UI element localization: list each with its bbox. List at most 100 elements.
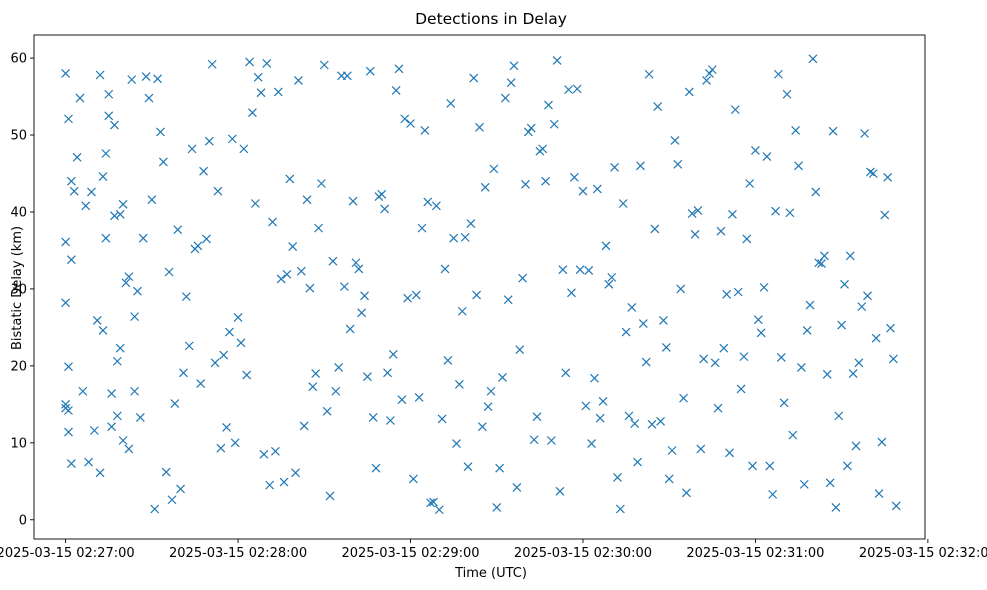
data-point bbox=[288, 242, 298, 252]
data-point bbox=[92, 316, 102, 325]
data-point bbox=[753, 315, 763, 325]
data-point bbox=[523, 127, 533, 137]
data-point bbox=[693, 206, 703, 215]
data-point bbox=[888, 354, 898, 364]
data-point bbox=[880, 210, 890, 220]
data-point bbox=[670, 135, 680, 145]
data-point bbox=[730, 105, 740, 115]
data-point bbox=[242, 370, 252, 380]
data-point bbox=[773, 69, 783, 79]
x-axis-label: Time (UTC) bbox=[454, 566, 527, 581]
data-point bbox=[564, 85, 574, 95]
data-point bbox=[385, 416, 395, 425]
data-point bbox=[443, 356, 453, 365]
data-point bbox=[716, 226, 726, 236]
data-point bbox=[578, 186, 588, 196]
data-point bbox=[184, 341, 194, 351]
data-point bbox=[213, 186, 223, 196]
data-point bbox=[95, 70, 105, 80]
data-point bbox=[276, 274, 286, 284]
data-point bbox=[791, 125, 801, 135]
data-point bbox=[690, 229, 700, 239]
data-point bbox=[431, 201, 441, 211]
data-point bbox=[81, 201, 91, 211]
data-point bbox=[426, 498, 436, 508]
data-point bbox=[429, 497, 438, 507]
data-point bbox=[857, 302, 867, 312]
data-point bbox=[420, 125, 430, 135]
data-point bbox=[521, 179, 530, 189]
data-point bbox=[779, 398, 789, 408]
data-point bbox=[676, 284, 686, 294]
data-point bbox=[647, 419, 657, 429]
data-point bbox=[831, 503, 841, 512]
data-point bbox=[75, 93, 85, 103]
data-point bbox=[750, 145, 760, 155]
data-point bbox=[840, 279, 849, 289]
data-point bbox=[610, 162, 620, 172]
data-point bbox=[339, 282, 349, 292]
data-point bbox=[89, 426, 99, 435]
data-point bbox=[722, 289, 732, 299]
data-point bbox=[236, 338, 246, 348]
axes-frame bbox=[33, 34, 926, 540]
data-point bbox=[104, 111, 114, 121]
data-point bbox=[294, 75, 303, 85]
data-point bbox=[319, 60, 329, 70]
data-point bbox=[621, 327, 631, 337]
data-point bbox=[705, 69, 714, 78]
data-point bbox=[138, 233, 148, 243]
data-point bbox=[595, 413, 605, 423]
data-point bbox=[868, 169, 878, 178]
data-point bbox=[653, 102, 663, 111]
data-point bbox=[388, 349, 398, 359]
data-point bbox=[121, 278, 131, 288]
data-point bbox=[331, 386, 341, 396]
data-point bbox=[279, 477, 289, 487]
data-point bbox=[64, 362, 73, 372]
data-point bbox=[759, 282, 769, 292]
data-point bbox=[107, 422, 117, 432]
data-point bbox=[64, 427, 73, 437]
data-point bbox=[581, 401, 591, 411]
data-point bbox=[817, 259, 826, 268]
data-point bbox=[153, 74, 163, 84]
data-point bbox=[785, 208, 795, 218]
data-point bbox=[664, 474, 674, 484]
x-tick-label: 2025-03-15 02:32:00 bbox=[859, 546, 987, 561]
data-point bbox=[472, 290, 482, 300]
data-point bbox=[328, 256, 338, 266]
data-point bbox=[854, 358, 864, 368]
data-point bbox=[776, 352, 786, 362]
data-point bbox=[173, 225, 183, 235]
data-point bbox=[541, 176, 551, 186]
data-point bbox=[842, 461, 852, 471]
data-point bbox=[733, 287, 743, 297]
data-point bbox=[877, 437, 887, 447]
data-point bbox=[618, 199, 628, 208]
data-point bbox=[325, 491, 335, 501]
data-point bbox=[72, 152, 82, 162]
data-point bbox=[434, 505, 444, 515]
data-point bbox=[638, 319, 648, 328]
data-point bbox=[460, 232, 470, 242]
data-point bbox=[311, 369, 321, 378]
data-point bbox=[207, 59, 217, 69]
data-point bbox=[259, 449, 269, 459]
data-point bbox=[498, 372, 507, 382]
data-point bbox=[314, 223, 323, 233]
data-point bbox=[587, 439, 597, 449]
data-point bbox=[549, 119, 559, 129]
data-point bbox=[64, 406, 73, 415]
data-point bbox=[454, 379, 464, 389]
y-tick-label: 30 bbox=[10, 282, 27, 297]
data-point bbox=[673, 159, 683, 169]
data-point bbox=[592, 184, 602, 194]
data-point bbox=[124, 272, 134, 282]
data-point bbox=[84, 457, 94, 467]
data-point bbox=[400, 114, 410, 124]
data-point bbox=[446, 99, 456, 108]
data-point bbox=[423, 197, 433, 207]
data-point bbox=[98, 172, 108, 182]
data-point bbox=[202, 234, 211, 244]
